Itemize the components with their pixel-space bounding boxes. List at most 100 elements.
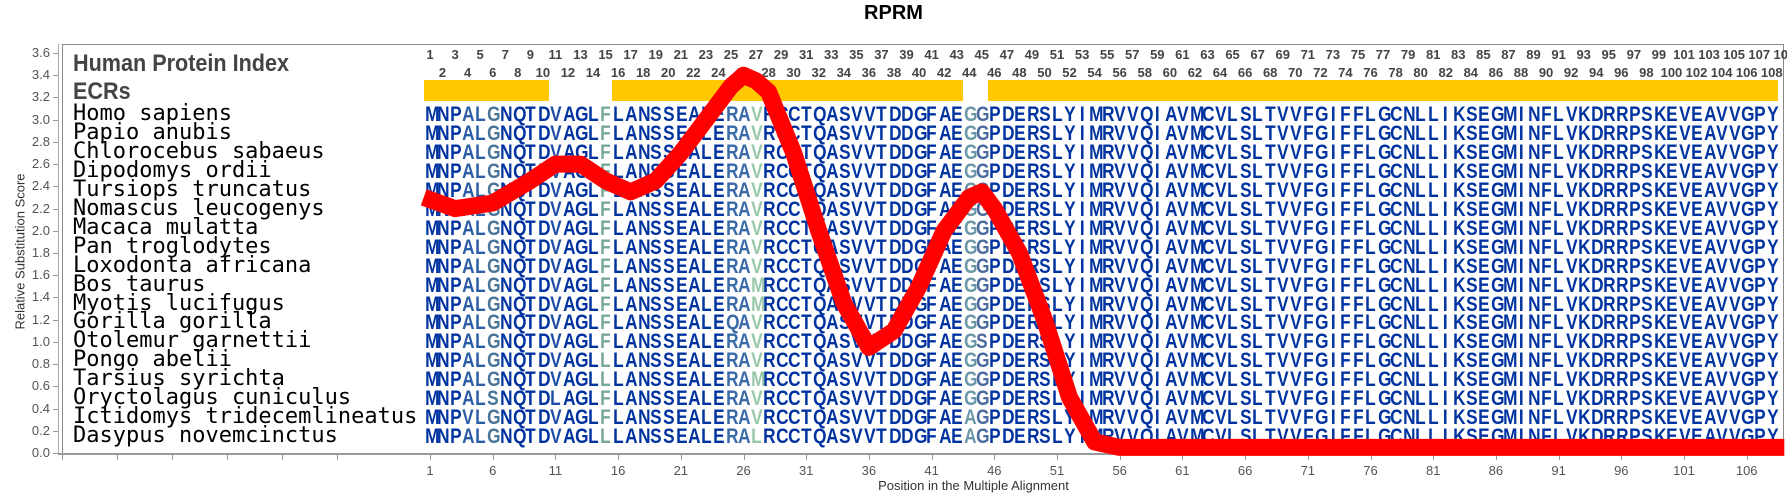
position-number: 65: [1225, 47, 1240, 62]
residue: M: [1189, 103, 1205, 126]
y-tick-label: 1.6: [31, 267, 50, 283]
residue: R: [1102, 121, 1115, 145]
residue: A: [1164, 121, 1178, 145]
x-tick-mark: [1433, 455, 1435, 460]
residue: N: [437, 121, 450, 145]
ecr-bar: [612, 80, 964, 101]
residue: S: [838, 103, 851, 126]
x-tick-label: 41: [924, 463, 939, 478]
x-tick-label: 106: [1735, 463, 1758, 478]
position-number: 88: [1513, 65, 1529, 80]
residue: D: [901, 103, 914, 126]
residue: S: [838, 121, 851, 145]
residue: L: [612, 140, 624, 164]
position-number: 39: [899, 47, 914, 62]
x-tick-mark: [1057, 455, 1058, 460]
residue: K: [1578, 103, 1591, 126]
position-number: 48: [1012, 65, 1027, 80]
position-number: 86: [1488, 65, 1504, 80]
y-tick-mark: [53, 119, 58, 121]
x-tick-mark: [492, 455, 494, 460]
position-number: 1: [426, 47, 434, 62]
residue: E: [1014, 103, 1026, 126]
position-number: 55: [1099, 47, 1115, 62]
position-number: 102: [1685, 65, 1708, 80]
position-number: 38: [886, 65, 902, 80]
position-number: 78: [1388, 65, 1403, 80]
x-tick-mark: [1621, 455, 1623, 460]
x-tick-mark: [1182, 455, 1184, 460]
position-number: 83: [1451, 47, 1466, 62]
residue: A: [938, 103, 952, 126]
residue: S: [663, 121, 675, 145]
position-number: 73: [1325, 47, 1341, 62]
residue: A: [462, 103, 475, 126]
residue: S: [1239, 103, 1252, 126]
position-number: 79: [1400, 47, 1416, 62]
position-number: 14: [585, 65, 601, 80]
ecr-bar: [424, 80, 550, 101]
position-number: 89: [1526, 47, 1541, 62]
y-tick-mark: [53, 297, 58, 299]
residue: C: [788, 103, 801, 126]
position-number: 43: [949, 47, 964, 62]
residue: F: [1340, 121, 1351, 145]
residue: V: [851, 103, 863, 126]
residue: E: [951, 121, 964, 145]
residue: I: [1330, 121, 1336, 145]
residue: N: [500, 140, 513, 164]
position-number: 98: [1639, 65, 1654, 80]
position-number: 52: [1062, 65, 1077, 80]
residue: G: [1741, 121, 1755, 145]
residue: Y: [1766, 121, 1779, 145]
position-number: 32: [811, 65, 826, 80]
residue: Q: [512, 140, 527, 164]
residue: V: [1716, 103, 1728, 126]
residue: Y: [1064, 103, 1076, 126]
residue: F: [1302, 103, 1314, 126]
residue: T: [1265, 121, 1276, 145]
x-tick-label: 11: [548, 463, 563, 478]
residue: S: [650, 103, 663, 126]
residue: P: [1754, 121, 1766, 145]
y-tick-label: 3.2: [31, 89, 50, 105]
position-number: 34: [836, 65, 852, 80]
residue: S: [650, 121, 663, 145]
x-tick-label: 56: [1112, 463, 1127, 478]
y-tick-label: 3.4: [31, 67, 50, 83]
residue: F: [600, 140, 611, 164]
residue: C: [1390, 121, 1403, 145]
position-number: 31: [798, 47, 814, 62]
residue: L: [612, 121, 624, 145]
residue: L: [612, 103, 624, 126]
residue: S: [1465, 121, 1478, 145]
position-number: 58: [1137, 65, 1152, 80]
position-number: 8: [514, 65, 522, 80]
residue: G: [1490, 103, 1505, 126]
position-number: 51: [1049, 47, 1065, 62]
position-number: 33: [824, 47, 839, 62]
residue: M: [424, 121, 440, 145]
x-tick-mark: [117, 455, 118, 460]
residue: N: [1528, 103, 1541, 126]
x-tick-mark: [62, 455, 63, 460]
residue: S: [1641, 121, 1653, 145]
x-tick-mark: [1245, 455, 1247, 460]
residue: A: [938, 121, 952, 145]
residue: Q: [512, 121, 527, 145]
position-number: 74: [1338, 65, 1353, 80]
residue: R: [1102, 103, 1115, 126]
residue: E: [713, 121, 725, 145]
position-number: 21: [673, 47, 689, 62]
residue: N: [1402, 103, 1416, 126]
y-tick-label: 3.0: [31, 111, 50, 127]
position-number: 3: [451, 47, 459, 62]
residue: L: [475, 140, 486, 164]
residue: A: [1164, 103, 1178, 126]
position-number: 59: [1150, 47, 1165, 62]
residue: T: [801, 121, 812, 145]
residue: P: [1754, 103, 1766, 126]
position-number: 37: [874, 47, 889, 62]
residue: A: [738, 103, 751, 126]
